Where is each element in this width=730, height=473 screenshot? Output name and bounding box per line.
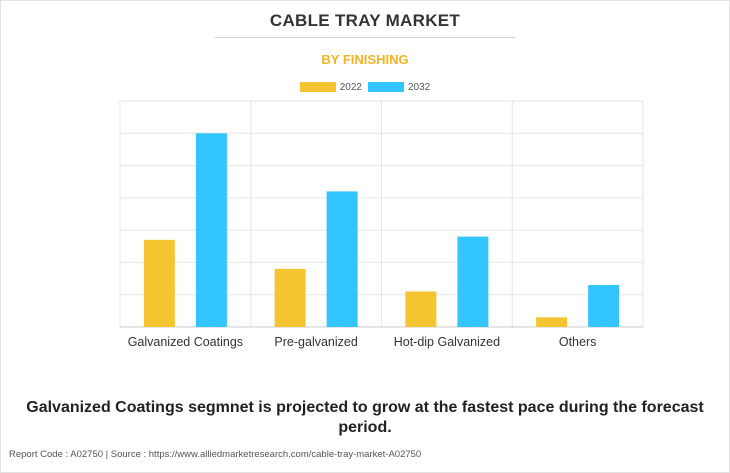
- title-divider: [215, 37, 515, 38]
- bar-2032: [326, 191, 358, 327]
- bar-2032: [457, 236, 489, 327]
- x-tick-label: Pre-galvanized: [274, 335, 357, 349]
- x-tick-label: Galvanized Coatings: [128, 335, 243, 349]
- chart-legend: 2022 2032: [0, 80, 730, 94]
- bar-2022: [405, 291, 437, 327]
- legend-swatch-2022: [299, 82, 336, 92]
- x-tick-label: Hot-dip Galvanized: [394, 335, 500, 349]
- legend-swatch-2032: [368, 82, 404, 92]
- x-tick-label: Others: [559, 335, 597, 349]
- chart-subtitle: BY FINISHING: [321, 52, 409, 67]
- bar-2032: [588, 285, 620, 327]
- chart-title: CABLE TRAY MARKET: [269, 11, 461, 30]
- bar-2022: [536, 317, 568, 327]
- legend-item-2032[interactable]: 2032: [368, 82, 430, 93]
- legend-label-2032: 2032: [408, 81, 431, 93]
- legend-label-2022: 2022: [339, 81, 362, 93]
- bar-2022: [143, 239, 175, 327]
- chart-footnote: Galvanized Coatings segmnet is projected…: [26, 399, 704, 436]
- bar-2032: [195, 133, 227, 327]
- legend-item-2022[interactable]: 2022: [299, 81, 362, 93]
- source-line: Report Code : A02750 | Source : https://…: [9, 449, 422, 460]
- bar-2022: [274, 268, 306, 327]
